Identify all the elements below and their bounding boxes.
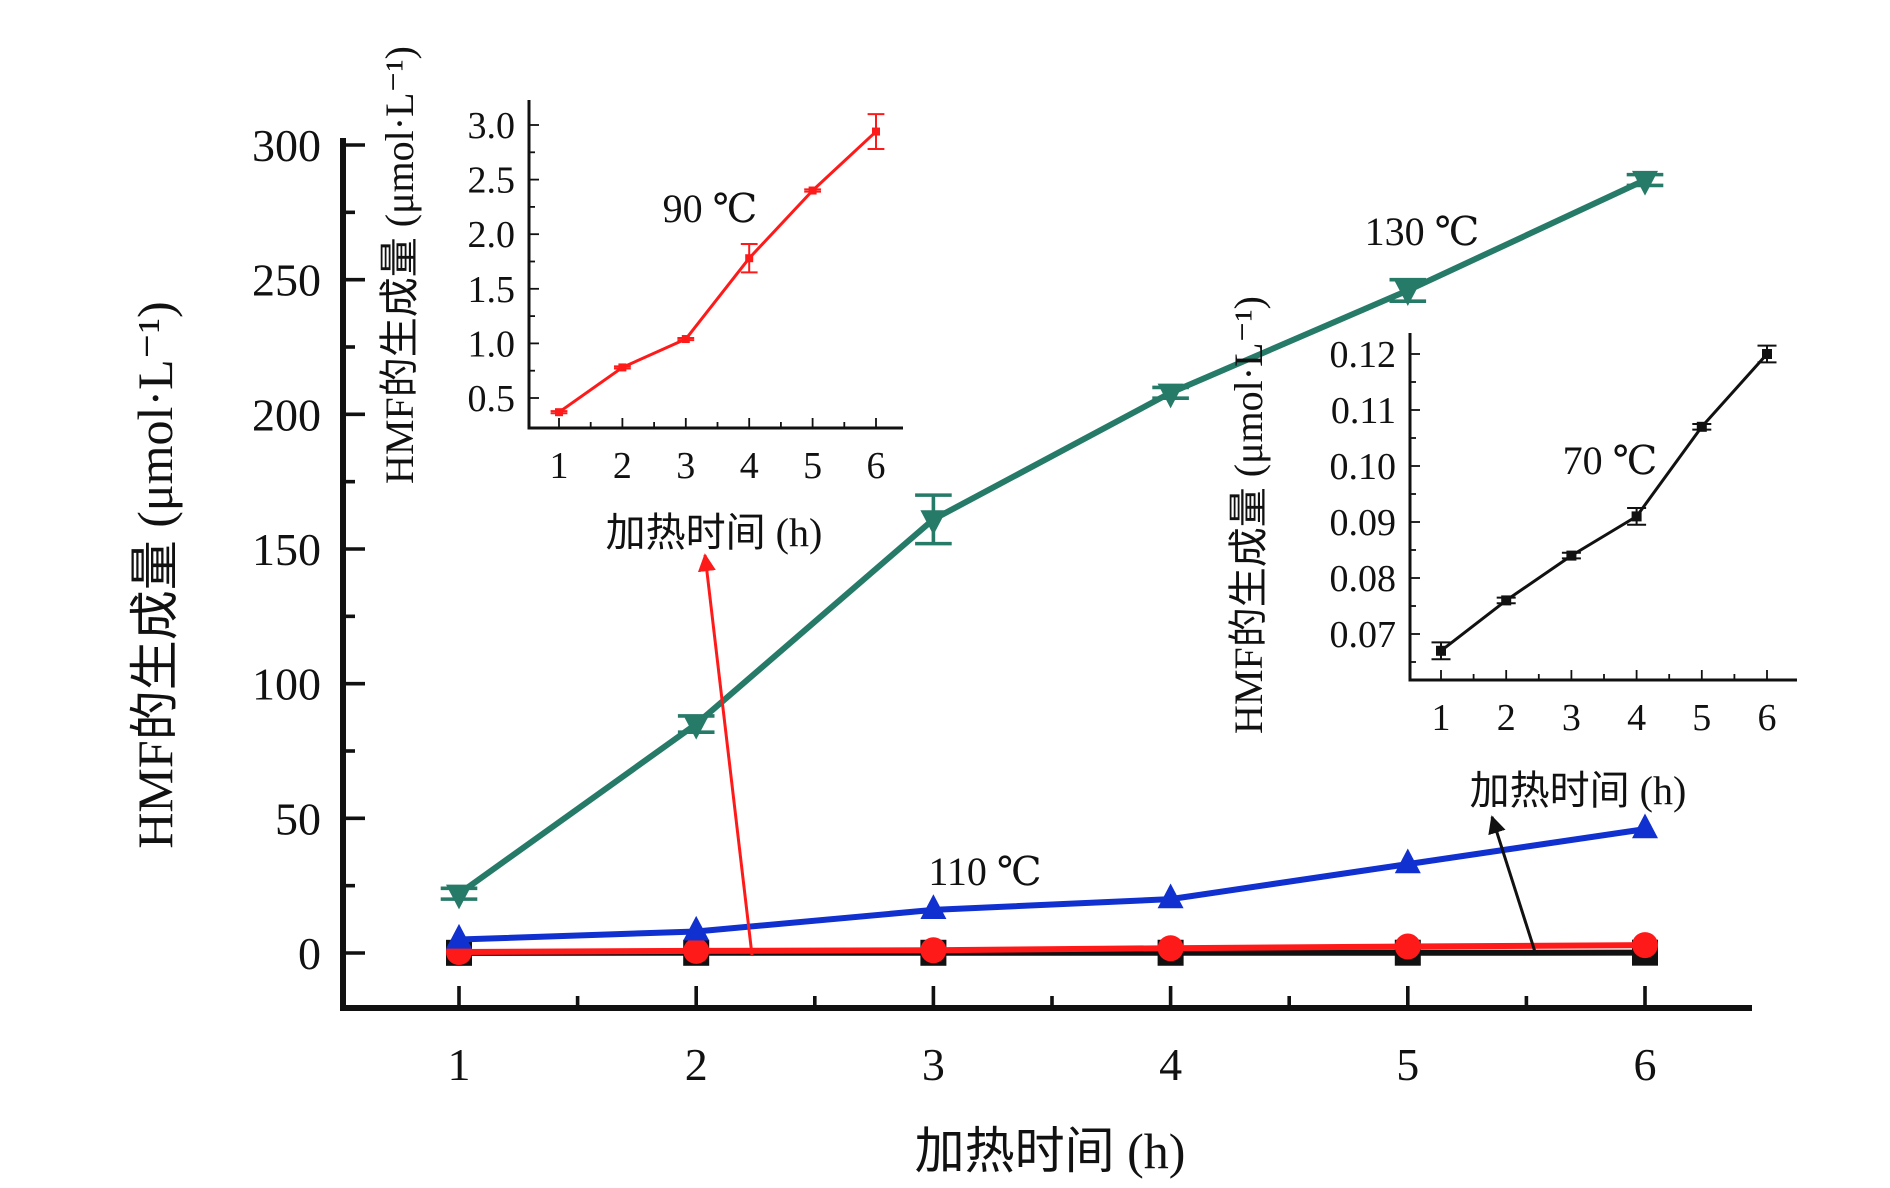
series-110c-point: [920, 894, 947, 920]
series-130c-point: [1394, 281, 1421, 307]
x-tick-label: 6: [867, 445, 886, 487]
y-tick-label: 0: [298, 928, 321, 979]
y-tick-label: 250: [252, 255, 321, 306]
inset-90-series-point: [808, 186, 817, 195]
arrow-70c-to-inset: [1488, 815, 1538, 956]
inset-90-series-point: [681, 335, 690, 344]
x-tick-label: 2: [1497, 697, 1516, 739]
series-110c-point: [1394, 848, 1421, 874]
x-tick-label: 1: [1432, 697, 1451, 739]
series-90c-point: [1157, 935, 1184, 962]
y-tick-label: 0.10: [1330, 446, 1397, 488]
series-90c-point: [1394, 933, 1421, 960]
inset-90-x-title: 加热时间 (h): [606, 510, 823, 555]
inset-70-series-line: [1440, 352, 1769, 652]
series-110c-line: [458, 826, 1646, 943]
inset-90-series-point: [872, 127, 880, 136]
x-tick-label: 5: [1692, 697, 1711, 739]
series-90c-point: [683, 937, 710, 964]
inset-70-series-point: [1631, 511, 1642, 522]
x-tick-label: 3: [1562, 697, 1581, 739]
series-90c-point: [1632, 932, 1658, 959]
y-tick-label: 150: [252, 524, 321, 575]
x-tick-label: 4: [1159, 1039, 1182, 1090]
x-tick-label: 3: [676, 445, 695, 487]
main-plot: 1 2 3 4 5 6 0 50 100 150 200 250 300 加热时间 (h) HMF的生成量 …: [127, 120, 1752, 1179]
x-tick-label: 6: [1634, 1039, 1657, 1090]
inset-90-series-line: [558, 130, 878, 414]
arrow-90c-to-inset: [697, 553, 754, 956]
y-tick-label: 50: [275, 793, 321, 844]
inset-70-series-point: [1762, 349, 1772, 359]
x-axis-title: 加热时间 (h): [915, 1123, 1186, 1179]
x-tick-label: 5: [803, 445, 822, 487]
y-tick-label: 0.12: [1330, 334, 1397, 376]
y-tick-label: 2.0: [468, 214, 516, 256]
y-tick-label: 0.08: [1330, 558, 1397, 600]
series-90c-point: [920, 937, 947, 964]
inset-70-x-title: 加热时间 (h): [1470, 768, 1687, 813]
x-tick-label: 1: [550, 445, 569, 487]
y-tick-label: 0.11: [1331, 390, 1396, 432]
series-110c-point: [683, 915, 710, 941]
y-tick-label: 1.0: [468, 323, 516, 365]
inset-70-series-point: [1501, 595, 1512, 606]
label-110c: 110 ℃: [928, 849, 1041, 894]
y-tick-label: 3.0: [468, 105, 516, 147]
inset-90-series-point: [555, 408, 563, 417]
series-90c-line: [458, 942, 1646, 956]
y-tick-label: 0.5: [468, 378, 516, 420]
series-130c-point: [446, 884, 472, 910]
series-130c-point: [683, 714, 710, 740]
inset-70-series-point: [1696, 421, 1707, 432]
x-tick-label: 2: [685, 1039, 708, 1090]
label-70c: 70 ℃: [1563, 438, 1658, 483]
inset-90-series-point: [745, 254, 754, 263]
inset-arrows: [697, 553, 1538, 956]
y-tick-label: 0.07: [1330, 614, 1397, 656]
series-110c-point: [1632, 813, 1658, 839]
series-110c-point: [446, 923, 472, 949]
inset-90-y-title: HMF的生成量 (μmol·L⁻¹): [377, 46, 422, 484]
y-axis-title: HMF的生成量 (μmol·L⁻¹): [127, 301, 183, 848]
x-tick-label: 4: [1627, 697, 1646, 739]
series-130c-point: [920, 510, 947, 535]
y-tick-label: 100: [252, 659, 321, 710]
y-tick-label: 2.5: [468, 160, 516, 202]
x-tick-label: 2: [613, 445, 632, 487]
inset-70-series-point: [1566, 550, 1577, 561]
label-130c: 130 ℃: [1365, 209, 1480, 254]
inset-70-y-title: HMF的生成量 (μmol·L⁻¹): [1226, 296, 1271, 734]
series-130c-line: [457, 177, 1647, 897]
y-tick-label: 1.5: [468, 269, 516, 311]
x-tick-label: 4: [740, 445, 759, 487]
inset-90-plot: 1 2 3 4 5 6 0.5 1.0 1.5 2.0 2.5 3.0 加热时间 (h) HMF的生成量 …: [377, 46, 907, 555]
inset-90-background: [525, 96, 907, 432]
x-tick-label: 1: [448, 1039, 471, 1090]
inset-90-series-point: [618, 363, 627, 372]
inset-70-series-point: [1436, 645, 1446, 656]
y-tick-label: 300: [252, 120, 321, 171]
series-110c-point: [1157, 883, 1184, 909]
series-130c-point: [1157, 383, 1184, 409]
x-tick-label: 6: [1758, 697, 1777, 739]
x-tick-label: 5: [1396, 1039, 1419, 1090]
inset-70-plot: 1 2 3 4 5 6 0.07 0.08 0.09 0.10 0.11 0.12 加热时间 (h) HM…: [1226, 296, 1797, 813]
y-tick-label: 200: [252, 389, 321, 440]
series-130c-point: [1632, 170, 1658, 196]
x-tick-label: 3: [922, 1039, 945, 1090]
y-tick-label: 0.09: [1330, 502, 1397, 544]
label-90c: 90 ℃: [663, 186, 758, 231]
